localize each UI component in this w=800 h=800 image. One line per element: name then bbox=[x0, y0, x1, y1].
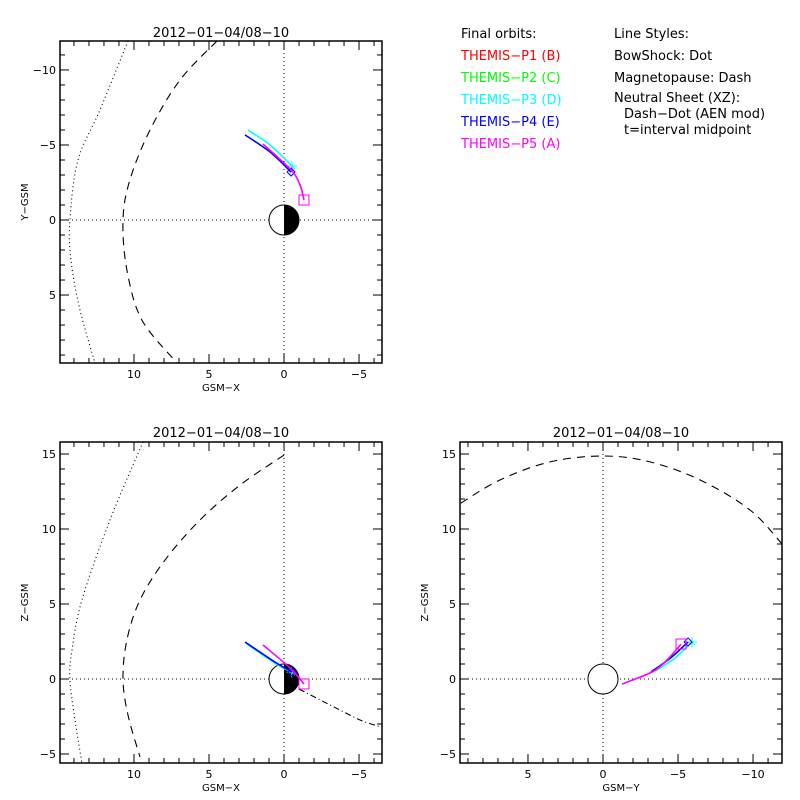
x-tick-label: 0 bbox=[281, 768, 288, 781]
y-axis-title: Y−GSM bbox=[20, 183, 31, 221]
y-tick-label: 0 bbox=[49, 214, 56, 227]
x-tick-label: 10 bbox=[127, 368, 141, 381]
y-tick-label: 10 bbox=[42, 523, 56, 536]
x-tick-label: 10 bbox=[127, 768, 141, 781]
series-themis-p4-e bbox=[650, 641, 689, 673]
y-tick-label: −5 bbox=[440, 748, 456, 761]
series-themis-p4-e bbox=[244, 641, 293, 673]
legend-style-bowshock: BowShock: Dot bbox=[614, 49, 713, 64]
legend-style-neutral-sheet-dashdot: Dash−Dot (AEN mod) bbox=[624, 107, 766, 122]
series-themis-p5-a bbox=[262, 143, 305, 201]
series-themis-p3-d bbox=[247, 129, 293, 167]
panel-title: 2012−01−04/08−10 bbox=[553, 426, 689, 441]
x-tick-label: −5 bbox=[351, 368, 367, 381]
panel-yz-plot: 2012−01−04/08−10 5 0 −5 −10 15 10 5 0 −5 GSM−Y Z−GS… bbox=[420, 426, 783, 794]
x-tick-label: −5 bbox=[351, 768, 367, 781]
marker-diamond bbox=[683, 637, 693, 647]
x-axis-title: GSM−X bbox=[202, 383, 240, 394]
series-magnetopause bbox=[122, 454, 285, 758]
legend-styles-title: Line Styles: bbox=[614, 27, 690, 42]
legend-probe-p3: THEMIS−P3 (D) bbox=[461, 93, 562, 108]
y-tick-label: 5 bbox=[449, 598, 456, 611]
earth-night-side bbox=[284, 205, 300, 236]
y-tick-label: 15 bbox=[442, 448, 456, 461]
legend-style-neutral-sheet: Neutral Sheet (XZ): bbox=[614, 91, 741, 106]
series-themis-p5-a bbox=[621, 643, 682, 685]
series-bowshock bbox=[69, 442, 144, 763]
series-themis-p4-e bbox=[244, 134, 292, 173]
y-tick-label: 5 bbox=[49, 598, 56, 611]
marker-square bbox=[298, 194, 310, 206]
x-tick-label: 5 bbox=[205, 768, 212, 781]
panel-title: 2012−01−04/08−10 bbox=[153, 426, 289, 441]
x-tick-label: 0 bbox=[281, 368, 288, 381]
legend-line-styles: Line Styles: BowShock: Dot Magnetopause:… bbox=[614, 24, 765, 139]
x-tick-label: 0 bbox=[599, 768, 606, 781]
series-themis-p5-a bbox=[262, 644, 305, 685]
plot-frame bbox=[459, 441, 783, 764]
plot-frame bbox=[59, 441, 383, 764]
marker-square bbox=[675, 638, 687, 650]
y-tick-label: 10 bbox=[442, 523, 456, 536]
series-bowshock bbox=[68, 41, 129, 363]
legend-style-magnetopause: Magnetopause: Dash bbox=[614, 71, 752, 86]
plot-frame bbox=[59, 40, 383, 364]
marker-diamond bbox=[287, 667, 297, 677]
y-tick-label: 15 bbox=[42, 448, 56, 461]
y-tick-label: −5 bbox=[40, 139, 56, 152]
x-tick-label: −10 bbox=[741, 768, 764, 781]
panel-xy-plot: 2012−01−04/08−10 10 5 0 −5 −10 −5 0 5 GSM−X Y−GSM bbox=[20, 26, 383, 394]
y-tick-label: 0 bbox=[449, 673, 456, 686]
panel-xz-plot: 2012−01−04/08−10 10 5 0 −5 15 10 5 0 −5 GSM−X Z−GSM bbox=[20, 426, 383, 794]
x-tick-label: −5 bbox=[670, 768, 686, 781]
legend-probe-p2: THEMIS−P2 (C) bbox=[461, 71, 561, 86]
legend-style-neutral-sheet-time: t=interval midpoint bbox=[624, 123, 752, 138]
y-axis-title: Z−GSM bbox=[420, 584, 431, 622]
legend-probe-p5: THEMIS−P5 (A) bbox=[461, 137, 561, 152]
y-tick-label: −5 bbox=[40, 748, 56, 761]
y-axis-title: Z−GSM bbox=[20, 584, 31, 622]
legend-orbits-title: Final orbits: bbox=[461, 27, 537, 42]
x-axis-title: GSM−Y bbox=[602, 783, 640, 794]
panel-title: 2012−01−04/08−10 bbox=[153, 26, 289, 41]
y-tick-label: −10 bbox=[33, 64, 56, 77]
series-magnetopause bbox=[122, 41, 218, 363]
series-magnetopause bbox=[460, 455, 782, 545]
marker-diamond bbox=[286, 167, 296, 177]
marker-square bbox=[298, 678, 310, 690]
y-tick-label: 0 bbox=[49, 673, 56, 686]
legend-final-orbits: Final orbits: THEMIS−P1 (B) THEMIS−P2 (C… bbox=[461, 24, 562, 156]
legend-probe-p4: THEMIS−P4 (E) bbox=[461, 115, 560, 130]
x-tick-label: 5 bbox=[205, 368, 212, 381]
y-tick-label: 5 bbox=[49, 289, 56, 302]
earth-circle bbox=[587, 663, 619, 695]
legend-probe-p1: THEMIS−P1 (B) bbox=[461, 49, 561, 64]
x-tick-label: 5 bbox=[524, 768, 531, 781]
x-axis-title: GSM−X bbox=[202, 783, 240, 794]
series-neutral-sheet bbox=[298, 688, 382, 728]
